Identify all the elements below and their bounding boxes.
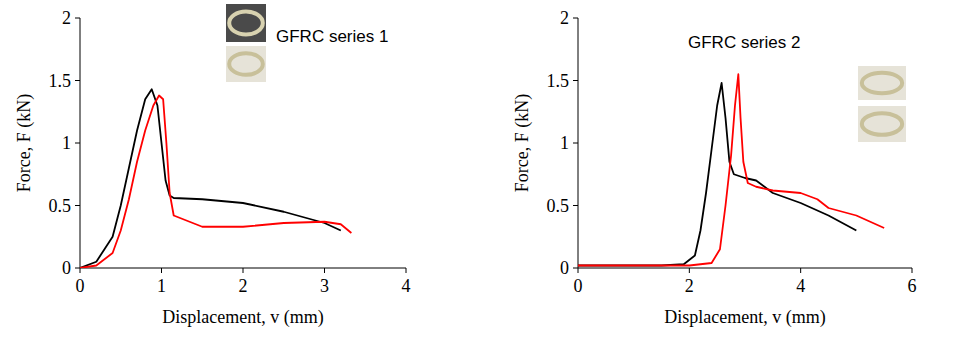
x-tick: [912, 268, 913, 273]
x-axis-title: Displacement, v (mm): [664, 307, 825, 328]
x-tick-label: 6: [908, 276, 917, 296]
x-tick-label: 1: [157, 276, 166, 296]
x-axis: [578, 268, 912, 269]
y-tick: [75, 205, 80, 206]
y-axis-title: Force, F (kN): [14, 94, 35, 192]
y-tick: [573, 268, 578, 269]
inset-ring: [862, 73, 902, 93]
y-tick-label: 0: [560, 258, 569, 278]
x-tick-label: 3: [320, 276, 329, 296]
x-tick-label: 2: [239, 276, 248, 296]
x-tick-label: 4: [402, 276, 411, 296]
x-tick: [324, 268, 325, 273]
x-tick-label: 2: [685, 276, 694, 296]
y-tick-label: 1: [560, 133, 569, 153]
y-tick: [573, 143, 578, 144]
panel-title: GFRC series 1: [276, 27, 388, 46]
panel-title: GFRC series 2: [688, 33, 800, 52]
y-tick: [75, 80, 80, 81]
series-line: [578, 83, 856, 266]
inset-ring: [862, 113, 902, 135]
y-tick-label: 1.5: [49, 71, 72, 91]
y-tick: [75, 268, 80, 269]
x-tick: [800, 268, 801, 273]
y-tick-label: 0: [62, 258, 71, 278]
series-line: [578, 74, 884, 265]
x-tick: [161, 268, 162, 273]
series-line: [80, 89, 341, 268]
x-tick: [406, 268, 407, 273]
series-line: [80, 96, 351, 269]
y-tick-label: 2: [62, 8, 71, 28]
x-axis-title: Displacement, v (mm): [162, 307, 323, 328]
x-tick-label: 4: [796, 276, 805, 296]
x-tick: [80, 268, 81, 273]
y-tick-label: 2: [560, 8, 569, 28]
inset-photo: [226, 4, 266, 42]
y-tick: [573, 18, 578, 19]
panel: 0 2 4 6 0 0.5 1 1.5 2 Displacement, v (mm) Force, …: [512, 8, 917, 328]
x-tick: [578, 268, 579, 273]
plot-area: [80, 89, 351, 268]
figure: 0 1 2 3 4 0 0.5 1 1.5 2 Displacement, v (mm) Force,…: [0, 0, 956, 338]
y-tick-label: 0.5: [49, 196, 72, 216]
y-tick: [573, 80, 578, 81]
y-tick: [75, 143, 80, 144]
y-tick-label: 1.5: [547, 71, 570, 91]
x-tick-label: 0: [76, 276, 85, 296]
inset-photo: [226, 46, 266, 82]
y-tick-label: 1: [62, 133, 71, 153]
x-tick-label: 0: [574, 276, 583, 296]
panel: 0 1 2 3 4 0 0.5 1 1.5 2 Displacement, v (mm) Force,…: [14, 4, 411, 328]
y-axis-title: Force, F (kN): [512, 94, 533, 192]
inset-ring: [229, 12, 263, 35]
y-tick: [573, 205, 578, 206]
y-tick-label: 0.5: [547, 196, 570, 216]
x-tick: [689, 268, 690, 273]
x-tick: [243, 268, 244, 273]
inset-photo: [858, 66, 906, 100]
inset-photo: [858, 106, 906, 142]
inset-ring: [229, 53, 263, 75]
plot-area: [578, 74, 884, 265]
y-tick: [75, 18, 80, 19]
